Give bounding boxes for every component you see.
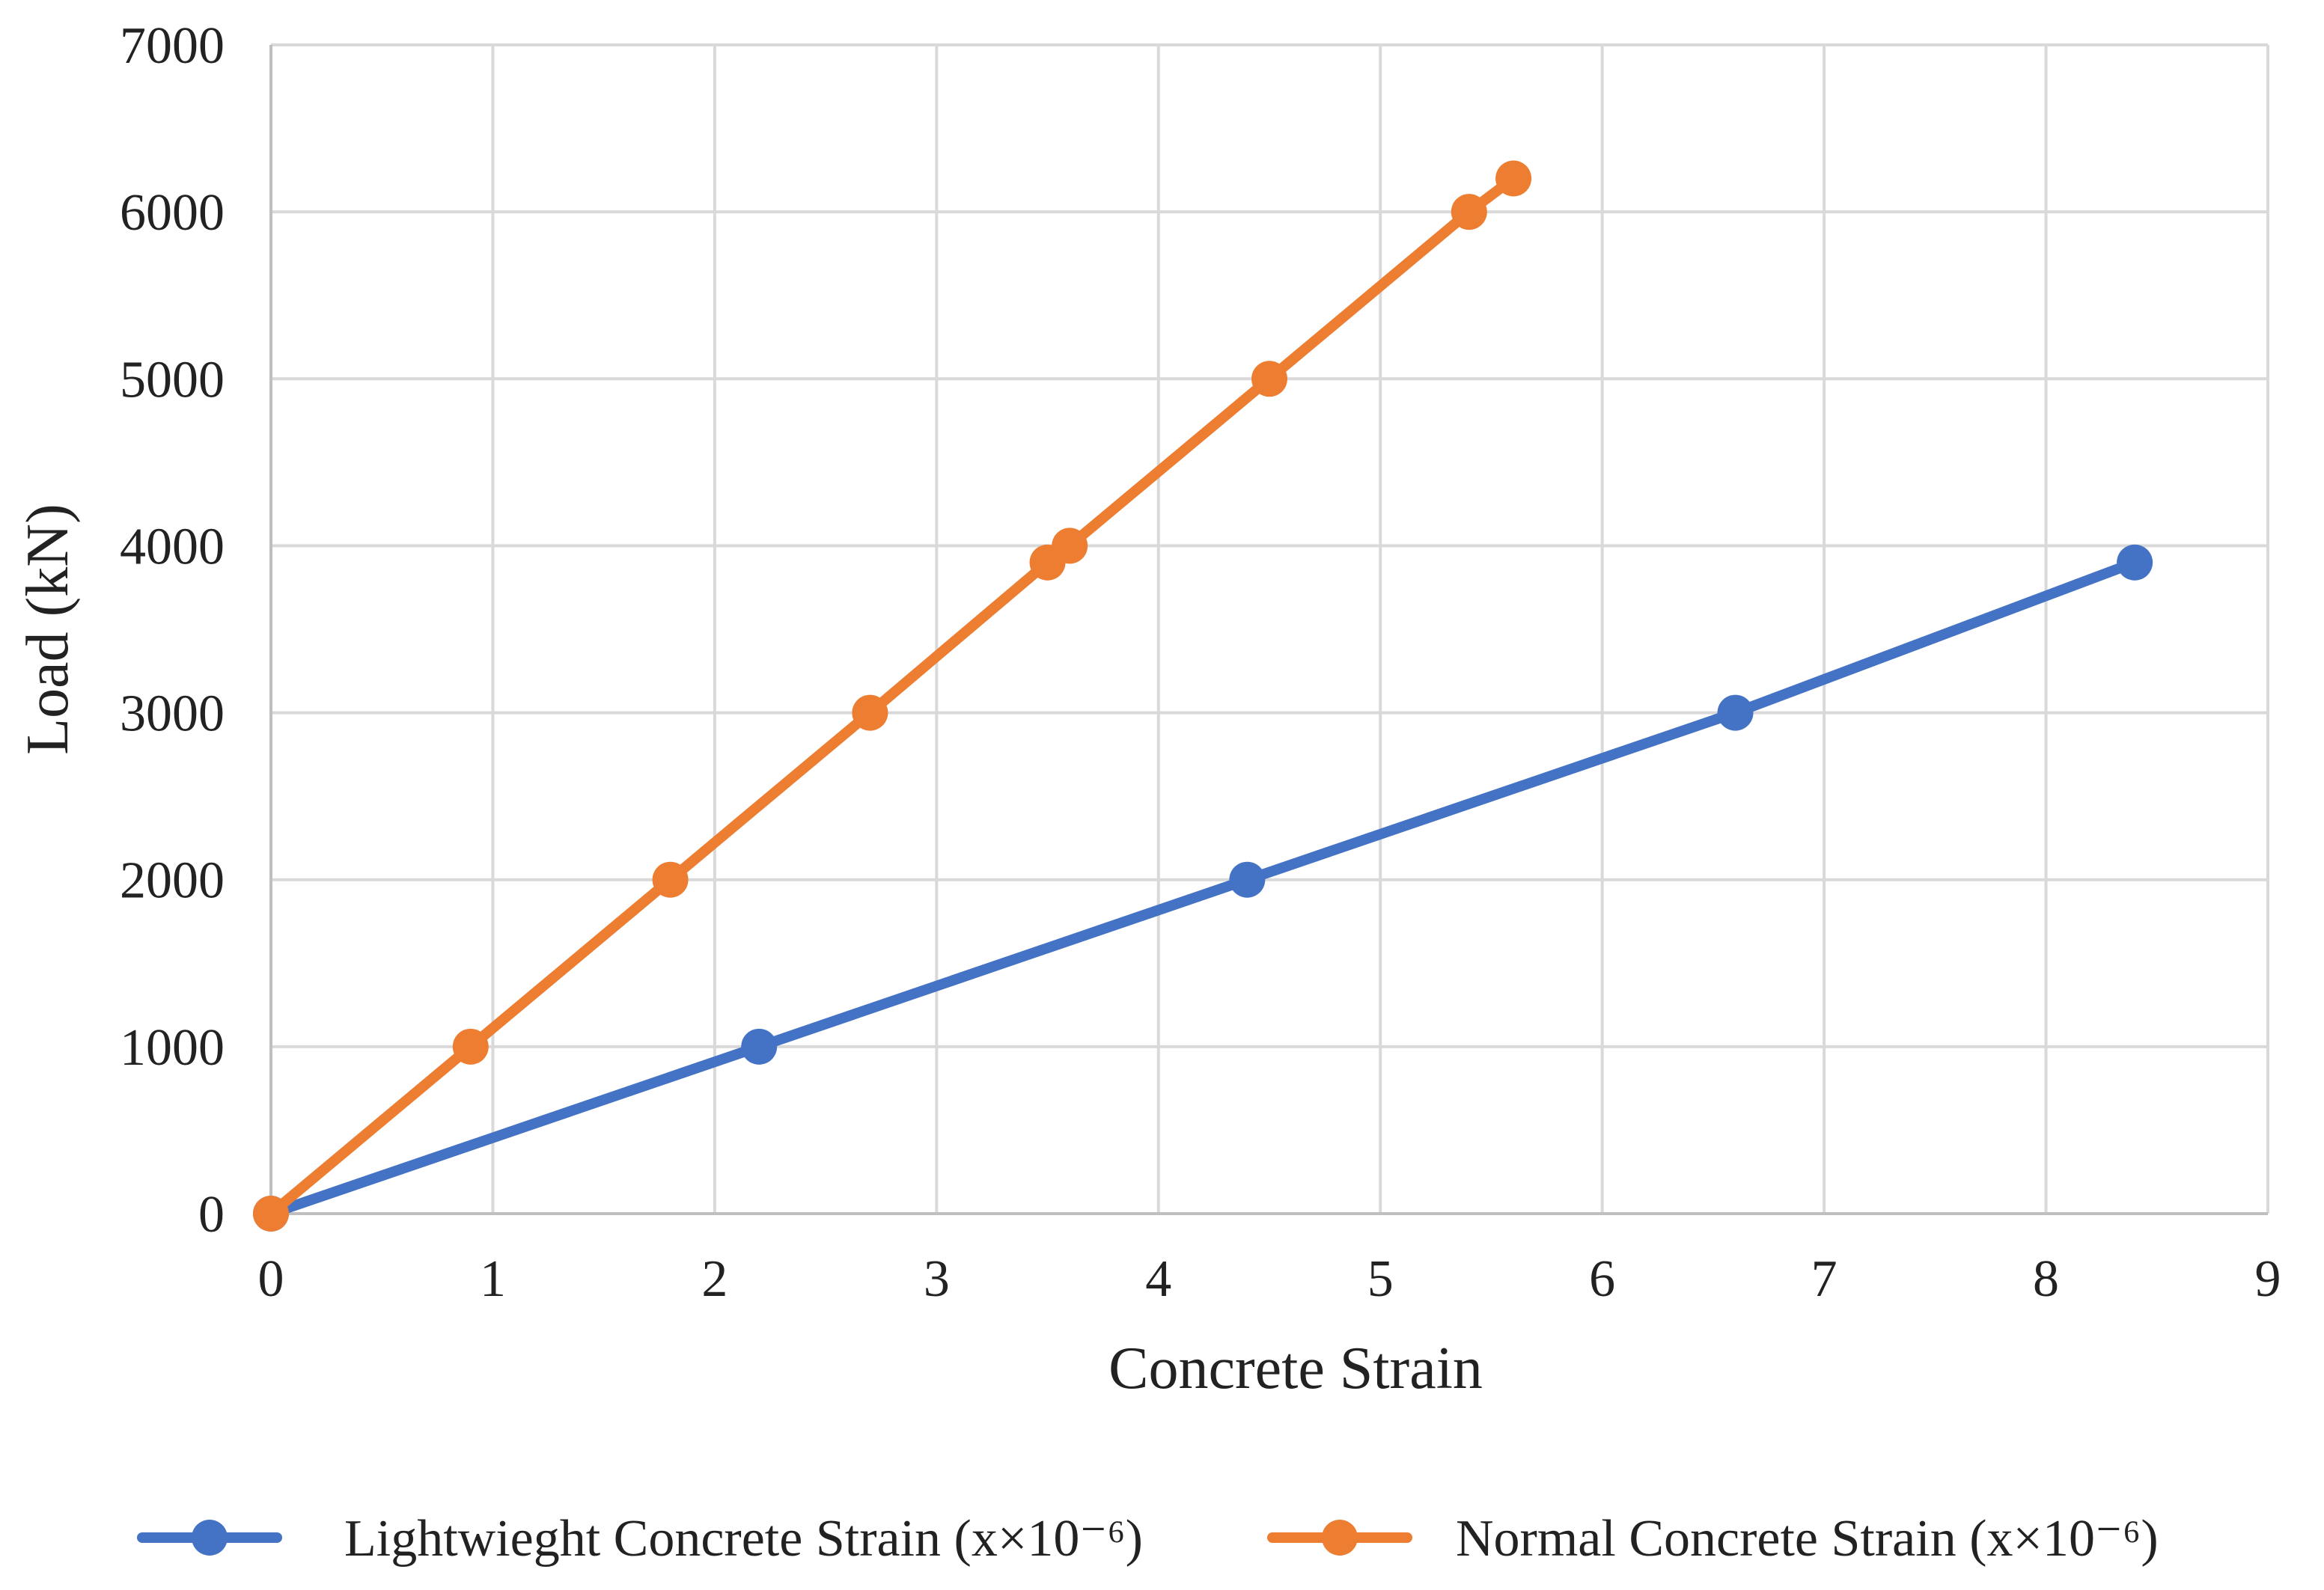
x-tick-label: 0 xyxy=(258,1250,284,1308)
y-tick-label: 2000 xyxy=(120,852,225,910)
legend-item: Lightwieght Concrete Strain (x×10⁻⁶) xyxy=(137,1510,1143,1568)
series-line xyxy=(266,557,2141,1219)
axes xyxy=(269,45,2268,1215)
series-1 xyxy=(253,544,2153,1232)
y-tick-label: 7000 xyxy=(120,17,225,75)
data-point xyxy=(741,1028,778,1065)
x-tick-label: 6 xyxy=(1589,1250,1615,1308)
legend-label: Normal Concrete Strain (x×10⁻⁶) xyxy=(1456,1510,2159,1568)
y-tick-label: 4000 xyxy=(120,518,225,575)
data-point xyxy=(2117,544,2153,581)
x-tick-label: 8 xyxy=(2033,1250,2059,1308)
y-axis-title: Load (kN) xyxy=(15,504,81,754)
x-tick-label: 3 xyxy=(924,1250,950,1308)
data-point xyxy=(652,861,689,898)
data-point xyxy=(452,1028,489,1065)
x-tick-label: 2 xyxy=(701,1250,728,1308)
data-point xyxy=(1451,194,1487,230)
series-2 xyxy=(253,160,1532,1232)
legend-item: Normal Concrete Strain (x×10⁻⁶) xyxy=(1267,1510,2159,1568)
x-tick-label: 4 xyxy=(1145,1250,1171,1308)
x-tick-label: 1 xyxy=(480,1250,506,1308)
data-point xyxy=(1495,160,1532,197)
data-point xyxy=(253,1196,289,1232)
data-point xyxy=(1251,361,1287,397)
legend-marker xyxy=(192,1520,228,1556)
x-tick-label: 9 xyxy=(2255,1250,2281,1308)
y-tick-label: 6000 xyxy=(120,184,225,242)
y-tick-label: 3000 xyxy=(120,685,225,743)
data-point xyxy=(1229,861,1266,898)
data-point xyxy=(852,694,888,731)
x-axis-title: Concrete Strain xyxy=(1108,1336,1483,1401)
data-series xyxy=(253,160,2153,1232)
x-tick-label: 7 xyxy=(1811,1250,1837,1308)
y-tick-label: 0 xyxy=(198,1186,225,1244)
legend-marker xyxy=(1322,1520,1358,1556)
y-tick-label: 5000 xyxy=(120,351,225,409)
data-point xyxy=(1052,528,1088,564)
x-tick-label: 5 xyxy=(1367,1250,1394,1308)
data-point xyxy=(1717,694,1754,731)
tick-labels: 0 1 2 3 4 5 6 7 8 9 0 1000 2000 3000 4000 5000 6000 7000 xyxy=(120,17,2281,1308)
y-tick-label: 1000 xyxy=(120,1019,225,1077)
legend: Lightwieght Concrete Strain (x×10⁻⁶) Norm… xyxy=(137,1510,2159,1568)
legend-label: Lightwieght Concrete Strain (x×10⁻⁶) xyxy=(344,1510,1143,1568)
